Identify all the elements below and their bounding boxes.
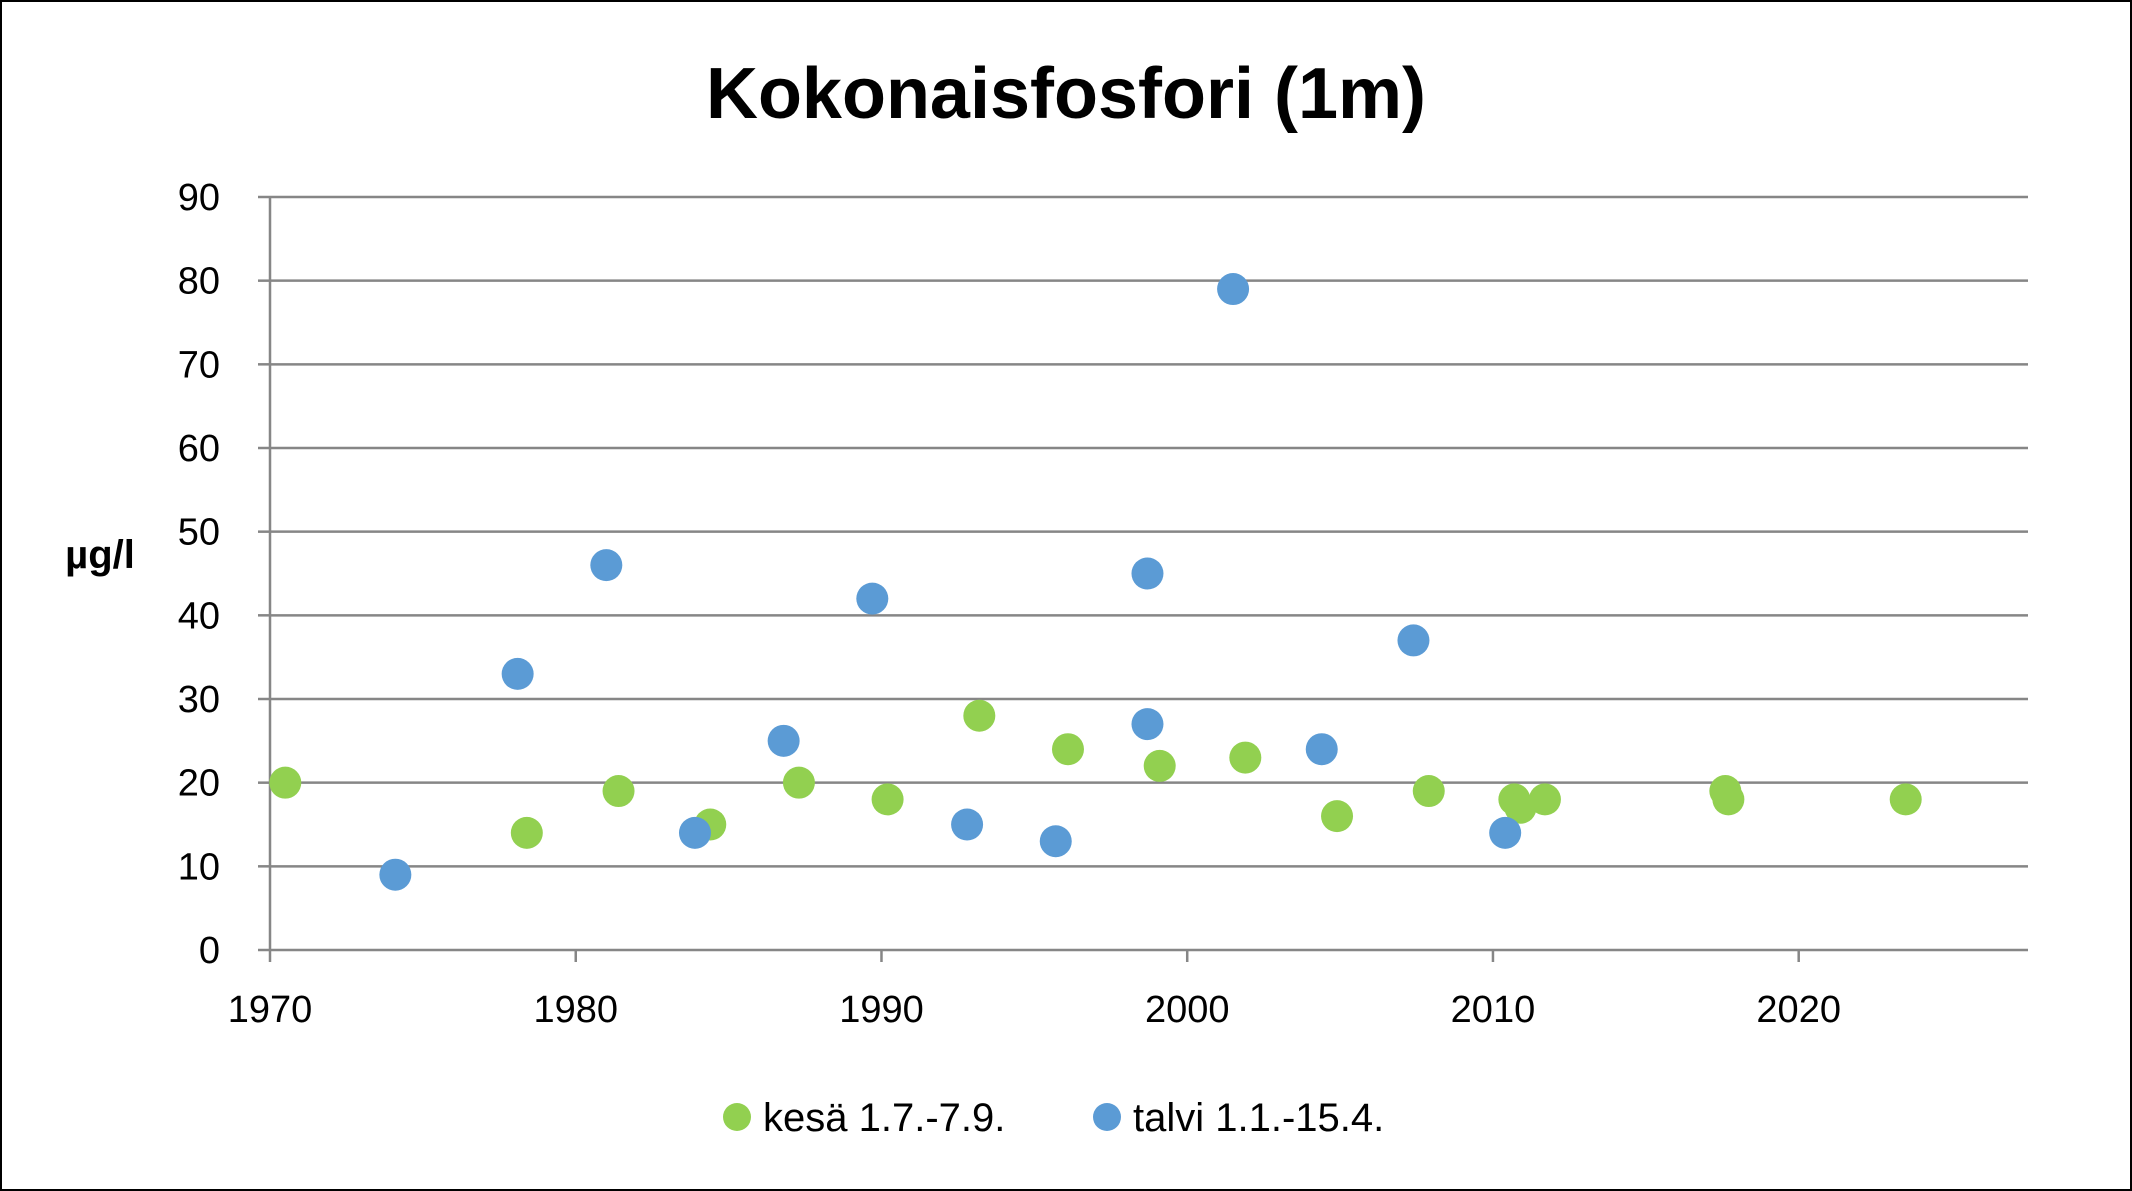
point-kesa (1504, 791, 1537, 824)
y-tick-label: 80 (178, 261, 220, 303)
x-tick-labels: 1970 1980 1990 2000 2010 2020 (228, 989, 1841, 1031)
x-tick-label: 2020 (1756, 989, 1841, 1031)
point-talvi (856, 582, 889, 615)
point-kesa (1712, 783, 1745, 816)
y-tick-label: 0 (199, 930, 220, 972)
point-kesa (1229, 741, 1262, 774)
point-kesa (871, 783, 904, 816)
x-tick-label: 2000 (1145, 989, 1230, 1031)
point-talvi (1131, 557, 1164, 590)
point-kesa (782, 766, 815, 799)
y-tick-label: 30 (178, 679, 220, 721)
point-talvi (1397, 624, 1430, 657)
y-tick-label: 10 (178, 846, 220, 888)
point-talvi (379, 858, 412, 891)
legend-label: talvi 1.1.-15.4. (1133, 1096, 1384, 1140)
point-kesa (602, 775, 635, 808)
point-talvi (951, 808, 984, 841)
point-kesa (269, 766, 302, 799)
x-tick-label: 1990 (839, 989, 924, 1031)
point-talvi (678, 816, 711, 849)
point-kesa (1321, 800, 1354, 833)
y-tick-labels: 0 10 20 30 40 50 60 70 80 90 (178, 177, 220, 972)
point-kesa (1412, 775, 1445, 808)
point-kesa (1143, 749, 1176, 782)
point-talvi (590, 549, 623, 582)
y-axis-label: µg/l (65, 533, 135, 577)
point-talvi (501, 657, 534, 690)
y-tick-label: 20 (178, 763, 220, 805)
point-kesa (1051, 733, 1084, 766)
point-kesa (963, 699, 996, 732)
legend-marker (1093, 1103, 1121, 1131)
point-talvi (1305, 733, 1338, 766)
y-tick-label: 50 (178, 512, 220, 554)
legend-label: kesä 1.7.-7.9. (763, 1096, 1005, 1140)
point-talvi (1217, 273, 1250, 306)
legend-marker (723, 1103, 751, 1131)
legend: kesä 1.7.-7.9. talvi 1.1.-15.4. (723, 1096, 1384, 1140)
y-tick-label: 70 (178, 344, 220, 386)
x-tick-label: 2010 (1451, 989, 1536, 1031)
y-tick-label: 90 (178, 177, 220, 219)
point-talvi (1489, 816, 1522, 849)
x-tick-label: 1970 (228, 989, 313, 1031)
point-talvi (1131, 708, 1164, 741)
axes (258, 195, 2028, 962)
point-talvi (767, 724, 800, 757)
point-kesa (510, 816, 543, 849)
data-points (269, 273, 1922, 891)
y-tick-label: 60 (178, 428, 220, 470)
point-kesa (1528, 783, 1561, 816)
chart-title: Kokonaisfosfori (1m) (706, 54, 1426, 134)
x-tick-label: 1980 (533, 989, 618, 1031)
point-kesa (1889, 783, 1922, 816)
y-tick-label: 40 (178, 595, 220, 637)
point-talvi (1039, 825, 1072, 858)
